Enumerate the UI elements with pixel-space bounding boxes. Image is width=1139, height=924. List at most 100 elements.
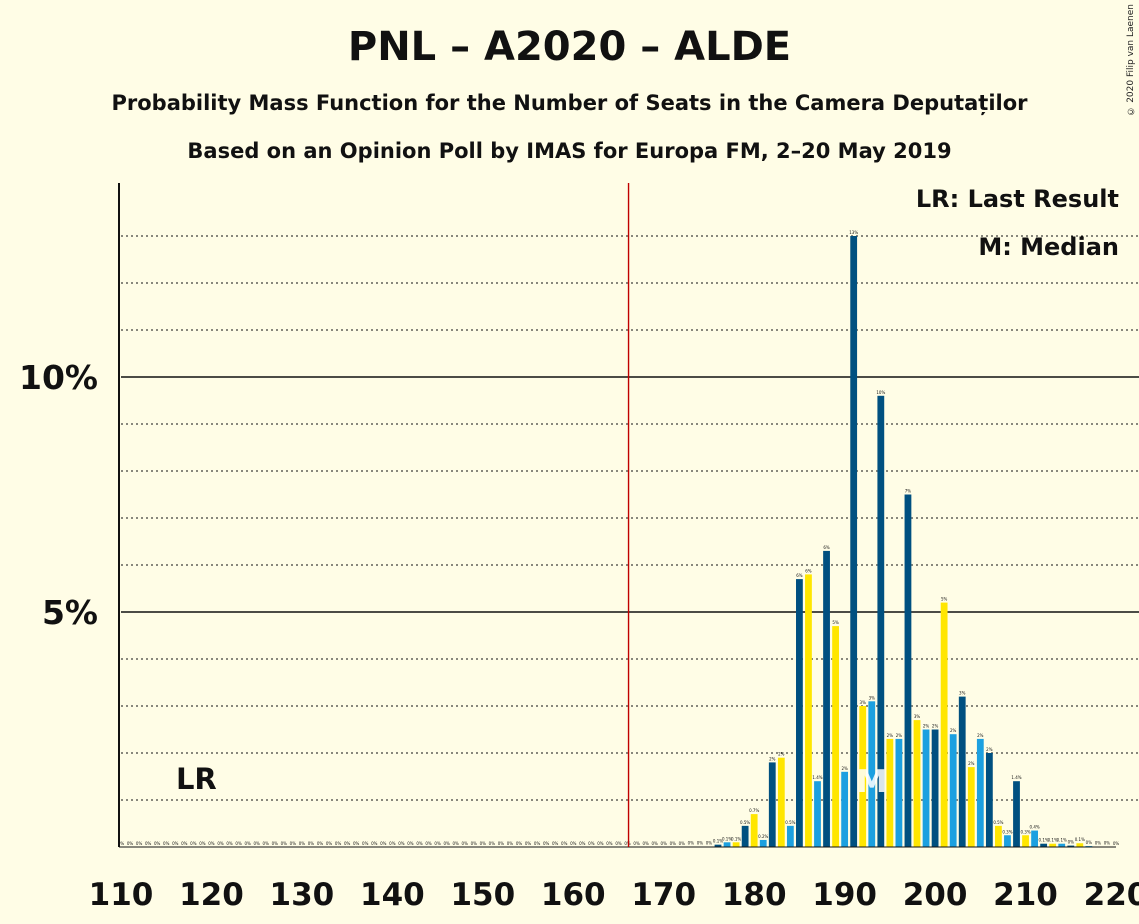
bar-value-label: 0.1% bbox=[1075, 837, 1085, 842]
bar bbox=[741, 825, 749, 847]
bar bbox=[723, 842, 731, 847]
bar-value-label: 3% bbox=[914, 714, 921, 719]
x-tick-label: 190 bbox=[812, 877, 877, 913]
bar-value-label: 0% bbox=[570, 841, 577, 846]
bar-value-label: 0% bbox=[344, 841, 351, 846]
x-tick-label: 140 bbox=[360, 877, 425, 913]
bar-value-label: 3% bbox=[959, 691, 966, 696]
bar-value-label: 0% bbox=[362, 841, 369, 846]
bar-value-label: 0% bbox=[190, 841, 197, 846]
x-tick-label: 180 bbox=[722, 877, 787, 913]
bar bbox=[976, 738, 984, 847]
bar-value-label: 0% bbox=[507, 841, 514, 846]
bar-value-label: 0.1% bbox=[731, 836, 741, 841]
bar-value-label: 0.1% bbox=[1057, 838, 1067, 843]
bar-value-label: 0% bbox=[127, 841, 134, 846]
bar-value-label: 0% bbox=[154, 841, 161, 846]
bar-value-label: 0% bbox=[516, 841, 523, 846]
bar bbox=[940, 602, 948, 847]
bar bbox=[1031, 830, 1038, 847]
bar bbox=[922, 729, 930, 847]
bar-value-label: 2% bbox=[841, 766, 848, 771]
bar bbox=[796, 579, 803, 847]
bar bbox=[958, 696, 966, 847]
bar-value-label: 0% bbox=[1068, 840, 1075, 845]
bar-value-label: 0% bbox=[525, 841, 532, 846]
bar-value-label: 0.1% bbox=[713, 839, 723, 844]
x-tick-label: 110 bbox=[89, 877, 154, 913]
bar-value-label: 0.3% bbox=[1002, 829, 1012, 834]
bar-value-label: 2% bbox=[950, 728, 957, 733]
chart-title: PNL – A2020 – ALDE bbox=[347, 24, 792, 70]
bar bbox=[805, 574, 812, 847]
bar-value-label: 0% bbox=[443, 841, 450, 846]
bar-value-label: 6% bbox=[796, 573, 803, 578]
bar-value-label: 0% bbox=[335, 841, 342, 846]
bar-value-label: 1.4% bbox=[812, 775, 822, 780]
bar-value-label: 0% bbox=[697, 841, 704, 846]
median-marker: M bbox=[856, 764, 887, 800]
bar bbox=[895, 738, 903, 847]
bar-value-label: 6% bbox=[805, 568, 812, 573]
bar-value-label: 0% bbox=[633, 841, 640, 846]
bar bbox=[786, 825, 794, 847]
bar-value-label: 0% bbox=[561, 841, 568, 846]
bar bbox=[931, 729, 939, 847]
bar-value-label: 0.5% bbox=[740, 820, 750, 825]
bar-value-label: 2% bbox=[968, 761, 975, 766]
bar-value-label: 0% bbox=[118, 841, 125, 846]
bar-value-label: 7% bbox=[905, 489, 912, 494]
bar-value-label: 0% bbox=[679, 841, 686, 846]
bar bbox=[967, 767, 975, 847]
x-tick-label: 200 bbox=[903, 877, 968, 913]
x-tick-label: 170 bbox=[631, 877, 696, 913]
bar-value-label: 2% bbox=[923, 724, 930, 729]
bar bbox=[768, 762, 776, 847]
bar-value-label: 0.4% bbox=[1030, 825, 1040, 830]
bar-value-label: 0% bbox=[661, 841, 668, 846]
bar-value-label: 0% bbox=[471, 841, 478, 846]
bar-value-label: 2% bbox=[977, 733, 984, 738]
bar-value-label: 0% bbox=[597, 841, 604, 846]
bar-value-label: 0% bbox=[380, 841, 387, 846]
bar-value-label: 0.7% bbox=[749, 808, 759, 813]
bar bbox=[985, 753, 993, 847]
bar-value-label: 2% bbox=[778, 752, 785, 757]
bar-value-label: 5% bbox=[832, 620, 839, 625]
bar-value-label: 0% bbox=[706, 841, 713, 846]
bar-value-label: 0% bbox=[498, 841, 505, 846]
chart-source-subtitle: Based on an Opinion Poll by IMAS for Eur… bbox=[187, 139, 952, 163]
x-tick-label: 130 bbox=[270, 877, 335, 913]
bar bbox=[823, 550, 830, 847]
bar bbox=[1076, 843, 1084, 847]
bar-value-label: 2% bbox=[769, 756, 776, 761]
bar-value-label: 0% bbox=[552, 841, 559, 846]
bar bbox=[913, 720, 921, 847]
bar-value-label: 0.1% bbox=[722, 836, 732, 841]
bar-value-label: 0% bbox=[244, 841, 251, 846]
bar-value-label: 0% bbox=[416, 841, 423, 846]
bar bbox=[886, 738, 894, 847]
bar bbox=[1040, 843, 1048, 847]
bar bbox=[859, 706, 867, 847]
y-tick-label: 10% bbox=[19, 358, 98, 397]
bar-value-label: 0% bbox=[670, 841, 677, 846]
bar-value-label: 5% bbox=[941, 597, 948, 602]
bar-value-label: 0% bbox=[398, 841, 405, 846]
bar bbox=[1022, 835, 1029, 847]
bar-value-label: 0% bbox=[1095, 841, 1102, 846]
bar-value-label: 0% bbox=[480, 841, 487, 846]
bar bbox=[1067, 845, 1075, 847]
bar-value-label: 0% bbox=[136, 841, 143, 846]
bar-value-label: 0% bbox=[543, 841, 550, 846]
bar-value-label: 0% bbox=[208, 841, 215, 846]
bar-value-label: 0% bbox=[425, 841, 432, 846]
bar-value-label: 10% bbox=[876, 390, 885, 395]
bar bbox=[814, 781, 821, 847]
bar-value-label: 0% bbox=[299, 841, 306, 846]
bar-value-label: 0% bbox=[688, 841, 695, 846]
bar-value-label: 0% bbox=[353, 841, 360, 846]
bar-value-label: 0% bbox=[317, 841, 324, 846]
bar-value-label: 0% bbox=[308, 841, 315, 846]
